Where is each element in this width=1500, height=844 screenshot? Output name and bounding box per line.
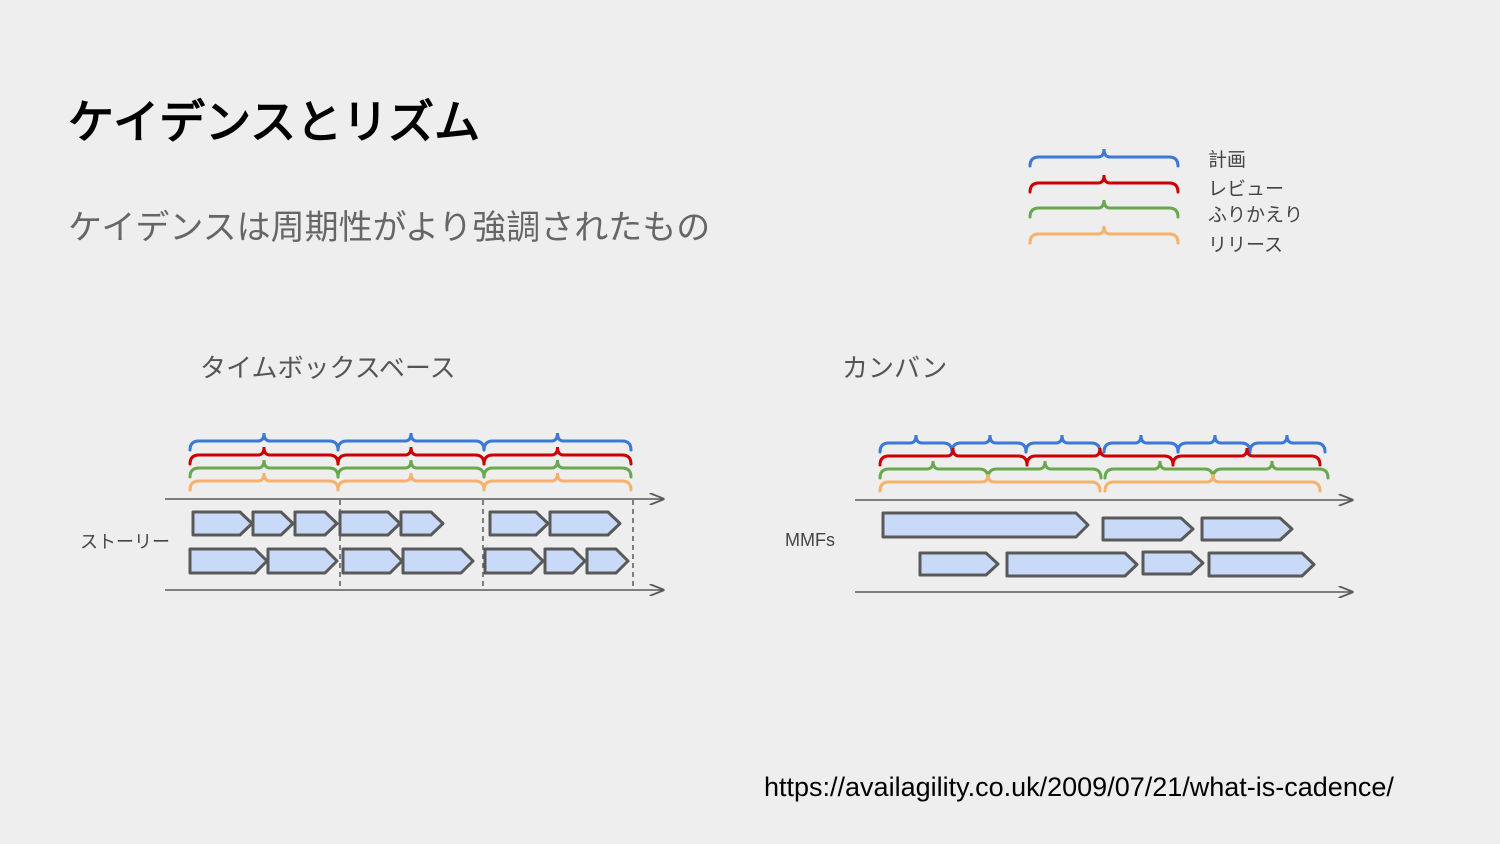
work-item-arrow bbox=[1200, 516, 1294, 542]
legend-label-release: リリース bbox=[1208, 234, 1284, 256]
plan-brace bbox=[878, 434, 954, 454]
work-item-arrow bbox=[338, 510, 402, 537]
work-item-arrow bbox=[191, 510, 254, 537]
retro-brace bbox=[1211, 460, 1330, 480]
kanban-heading: カンバン bbox=[842, 354, 948, 384]
release-brace bbox=[336, 472, 486, 492]
review-brace bbox=[1171, 447, 1322, 467]
work-item-arrow bbox=[543, 547, 587, 575]
retro-brace bbox=[482, 459, 633, 479]
release-brace bbox=[878, 473, 1102, 493]
work-item-arrow bbox=[341, 547, 404, 575]
work-item-arrow bbox=[548, 510, 622, 537]
retro-brace bbox=[336, 459, 486, 479]
work-item-arrow bbox=[585, 547, 630, 575]
timebox-row-label: ストーリー bbox=[80, 532, 170, 553]
work-item-arrow bbox=[399, 510, 445, 537]
review-brace bbox=[482, 446, 633, 466]
legend-label-review: レビュー bbox=[1208, 178, 1285, 200]
work-item-arrow bbox=[266, 547, 339, 575]
legend-label-retro: ふりかえり bbox=[1208, 204, 1304, 226]
release-brace bbox=[482, 472, 633, 492]
work-item-arrow bbox=[1005, 551, 1139, 578]
retro-brace bbox=[1028, 199, 1180, 219]
work-item-arrow bbox=[293, 510, 339, 537]
work-item-arrow bbox=[251, 510, 295, 537]
retro-brace bbox=[878, 460, 990, 480]
plan-brace bbox=[336, 432, 486, 452]
slide-title: ケイデンスとリズム bbox=[68, 95, 481, 149]
plan-brace bbox=[1102, 434, 1180, 454]
plan-brace bbox=[482, 432, 633, 452]
source-url[interactable]: https://availagility.co.uk/2009/07/21/wh… bbox=[764, 772, 1394, 802]
plan-brace bbox=[1248, 434, 1327, 454]
retro-brace bbox=[188, 459, 340, 479]
plan-brace bbox=[188, 432, 340, 452]
review-brace bbox=[188, 446, 340, 466]
kanban-row-label: MMFs bbox=[785, 530, 835, 550]
review-brace bbox=[1025, 447, 1175, 467]
release-brace bbox=[1103, 473, 1322, 493]
work-item-arrow bbox=[1101, 516, 1195, 542]
review-brace bbox=[1028, 174, 1180, 194]
work-item-arrow bbox=[1207, 551, 1316, 578]
release-brace bbox=[1028, 225, 1180, 245]
retro-brace bbox=[1103, 460, 1215, 480]
work-item-arrow bbox=[188, 547, 269, 575]
plan-brace bbox=[950, 434, 1028, 454]
work-item-arrow bbox=[483, 547, 545, 575]
work-item-arrow bbox=[488, 510, 550, 537]
timebox-heading: タイムボックスベース bbox=[200, 354, 456, 384]
work-item-arrow bbox=[918, 551, 1000, 577]
release-brace bbox=[188, 472, 340, 492]
work-item-arrow bbox=[401, 547, 475, 575]
review-brace bbox=[336, 446, 486, 466]
slide-subtitle: ケイデンスは周期性がより強調されたもの bbox=[68, 208, 711, 248]
plan-brace bbox=[1028, 148, 1180, 168]
plan-brace bbox=[1176, 434, 1252, 454]
legend-label-plan: 計画 bbox=[1208, 149, 1247, 171]
work-item-arrow bbox=[1141, 550, 1205, 576]
review-brace bbox=[878, 447, 1029, 467]
plan-brace bbox=[1024, 434, 1102, 454]
retro-brace bbox=[986, 460, 1103, 480]
work-item-arrow bbox=[881, 511, 1090, 539]
